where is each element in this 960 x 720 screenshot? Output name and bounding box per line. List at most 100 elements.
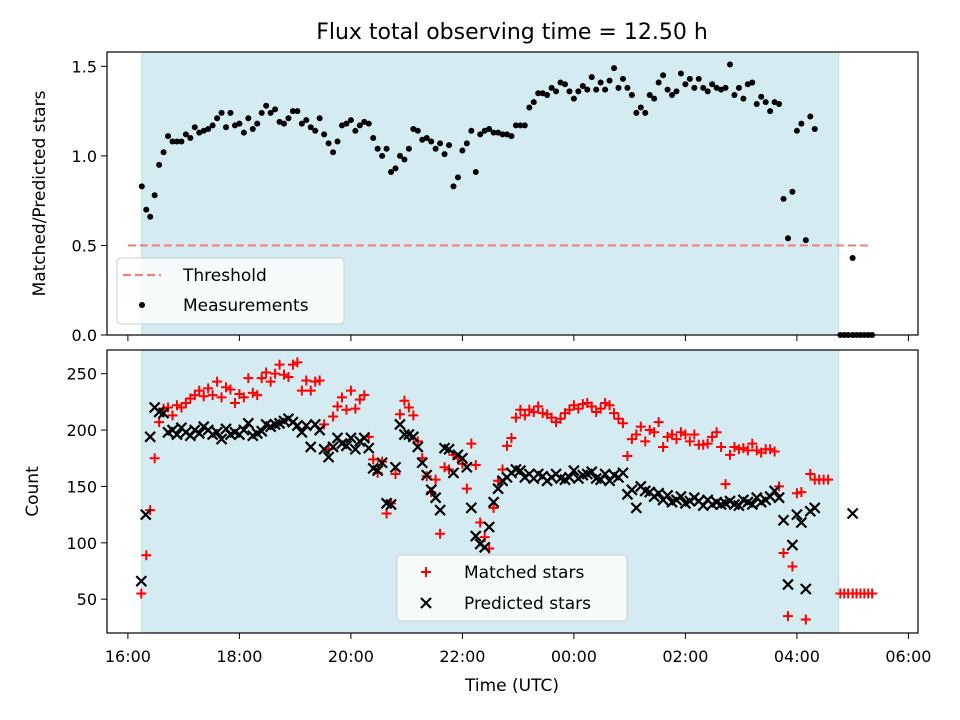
predicted-star-point xyxy=(291,419,304,432)
matched-star-point xyxy=(640,436,651,447)
predicted-star-point xyxy=(398,428,411,441)
measurement-point xyxy=(722,84,729,91)
matched-star-point xyxy=(684,436,695,447)
measurement-point xyxy=(352,127,359,134)
measurement-point xyxy=(633,109,640,116)
predicted-star-point xyxy=(487,496,500,508)
measurement-point xyxy=(499,131,506,138)
matched-star-point xyxy=(305,385,316,396)
matched-star-point xyxy=(216,392,227,403)
measurement-point xyxy=(784,235,791,242)
matched-star-point xyxy=(270,368,281,379)
predicted-star-point xyxy=(322,451,335,463)
matched-star-point xyxy=(787,561,798,572)
predicted-star-point xyxy=(242,417,255,430)
predicted-star-point xyxy=(327,441,339,453)
predicted-star-point xyxy=(371,464,384,477)
measurement-point xyxy=(811,126,818,133)
x-tick-label: 00:00 xyxy=(551,647,597,666)
measurement-point xyxy=(579,83,586,90)
measurement-point xyxy=(606,77,613,84)
measurement-point xyxy=(753,100,760,107)
measurement-point xyxy=(263,102,270,109)
matched-star-point xyxy=(136,588,147,599)
matched-star-point xyxy=(461,483,472,494)
measurement-point xyxy=(849,254,856,261)
measurement-point xyxy=(602,86,609,93)
legend-bottom: Matched stars Predicted stars xyxy=(396,554,628,622)
matched-star-point xyxy=(671,434,682,445)
matched-star-point xyxy=(782,611,793,622)
measurement-point xyxy=(691,84,698,91)
matched-star-point xyxy=(310,376,321,387)
matched-star-point xyxy=(769,446,780,457)
measurement-point xyxy=(517,122,524,129)
measurement-point xyxy=(223,124,230,131)
x-axis-label: Time (UTC) xyxy=(464,676,559,696)
predicted-star-point xyxy=(171,428,183,441)
matched-star-point xyxy=(711,427,722,438)
measurement-point xyxy=(267,109,274,116)
measurement-point xyxy=(512,122,519,129)
measurement-point xyxy=(673,88,680,95)
measurement-point xyxy=(789,188,796,195)
matched-star-point xyxy=(635,421,646,432)
matched-star-point xyxy=(613,413,624,424)
matched-star-point xyxy=(524,404,535,415)
matched-star-point xyxy=(765,444,776,455)
measurement-point xyxy=(330,149,337,156)
matched-star-point xyxy=(435,528,446,539)
x-tick-label: 06:00 xyxy=(885,647,931,666)
matched-star-point xyxy=(716,441,727,452)
matched-star-point xyxy=(667,429,678,440)
predicted-star-point xyxy=(514,464,527,477)
matched-star-point xyxy=(466,438,477,449)
measurement-point xyxy=(165,133,172,140)
measurement-point xyxy=(490,129,497,136)
predicted-star-point xyxy=(626,484,638,496)
legend-top: Threshold Measurements xyxy=(116,257,345,325)
legend-predicted-label: Predicted stars xyxy=(464,594,591,614)
matched-star-point xyxy=(287,359,298,370)
measurement-point xyxy=(553,88,560,95)
measurement-point xyxy=(695,75,702,82)
x-tick-label: 20:00 xyxy=(328,647,374,666)
legend-matched-swatch xyxy=(421,567,431,577)
predicted-star-point xyxy=(652,487,665,499)
matched-star-point xyxy=(644,425,655,436)
measurement-point xyxy=(383,145,390,152)
legend-matched-label: Matched stars xyxy=(464,563,584,583)
measurement-point xyxy=(597,79,604,86)
predicted-star-point xyxy=(318,443,330,455)
measurement-point xyxy=(227,109,234,116)
measurement-point xyxy=(254,120,261,127)
measurement-point xyxy=(214,115,221,122)
matched-star-point xyxy=(176,402,187,413)
measurement-point xyxy=(758,93,765,100)
matched-star-point xyxy=(265,376,276,387)
predicted-star-point xyxy=(304,441,317,453)
predicted-star-point xyxy=(447,467,460,479)
y-tick-label-top: 0.5 xyxy=(72,236,97,255)
predicted-star-point xyxy=(746,498,759,511)
predicted-star-point xyxy=(358,432,371,444)
matched-star-point xyxy=(720,479,731,490)
measurement-point xyxy=(156,161,163,168)
x-tick-label: 22:00 xyxy=(439,647,485,666)
legend-box xyxy=(396,554,628,622)
y-tick-label-top: 0.0 xyxy=(72,326,97,345)
y-tick-label-bottom: 200 xyxy=(66,421,97,440)
predicted-star-point xyxy=(144,431,156,443)
measurement-point xyxy=(218,109,225,116)
predicted-star-point xyxy=(478,541,491,554)
matched-star-point xyxy=(399,395,410,406)
matched-star-point xyxy=(403,402,414,413)
matched-star-point xyxy=(345,385,356,396)
matched-star-point xyxy=(738,443,749,454)
measurement-point xyxy=(677,70,684,77)
measurement-point xyxy=(575,88,582,95)
measurement-point xyxy=(530,99,537,106)
chart-title: Flux total observing time = 12.50 h xyxy=(316,20,708,45)
measurement-point xyxy=(802,237,809,244)
matched-star-point xyxy=(707,431,718,442)
